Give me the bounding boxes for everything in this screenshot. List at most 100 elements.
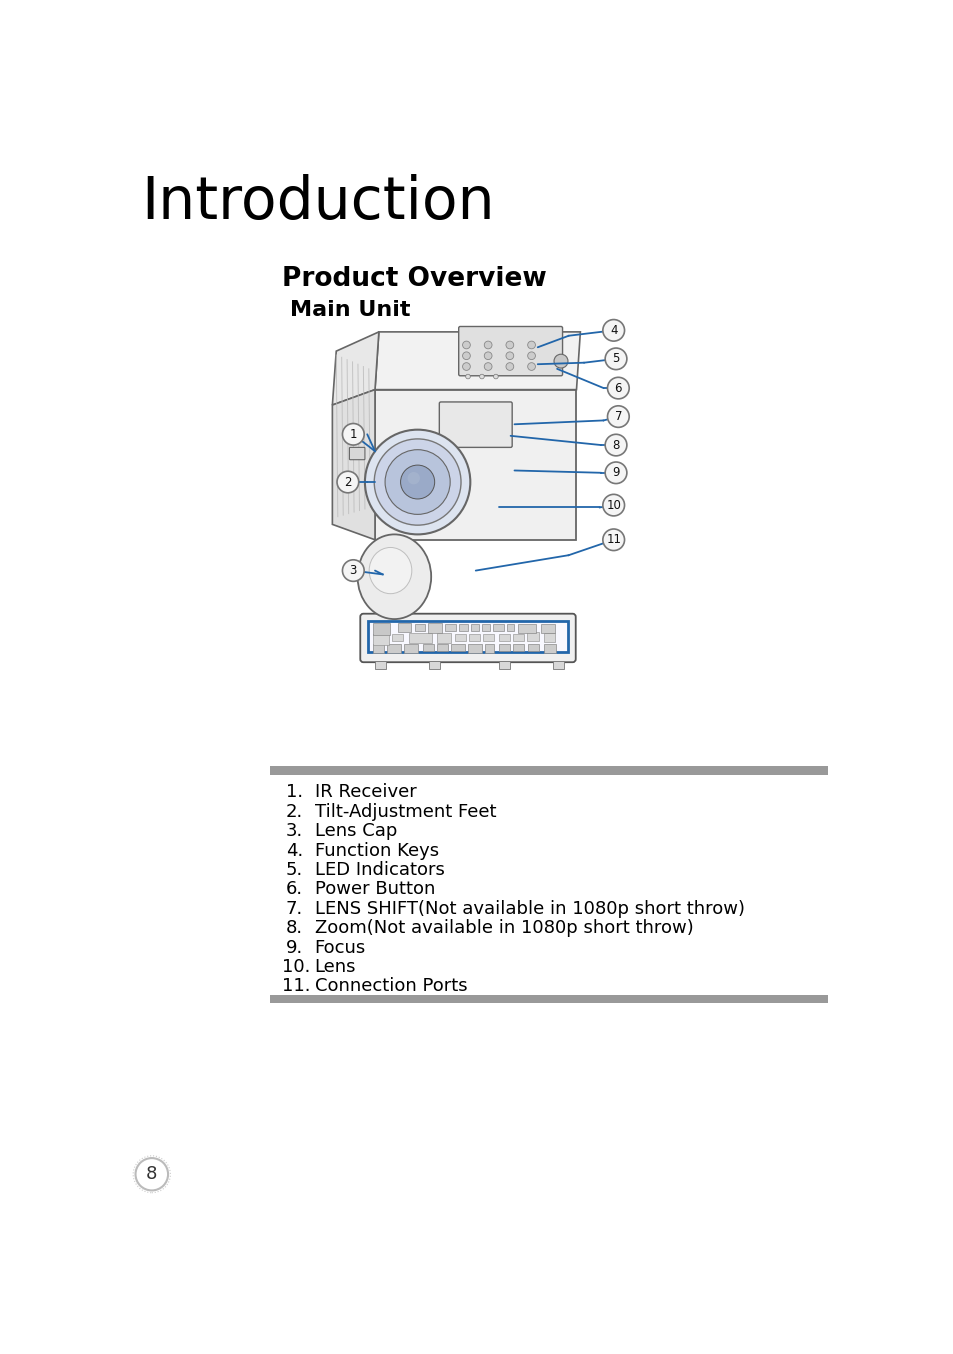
Circle shape	[602, 529, 624, 551]
Bar	[517, 624, 536, 632]
Circle shape	[385, 450, 450, 515]
Circle shape	[374, 439, 460, 525]
Bar	[409, 632, 432, 643]
Bar	[373, 623, 390, 635]
Circle shape	[400, 464, 435, 500]
Text: 7: 7	[614, 410, 621, 422]
Circle shape	[407, 473, 419, 485]
Bar	[543, 632, 555, 642]
Bar	[387, 643, 401, 653]
Text: LENS SHIFT(Not available in 1080p short throw): LENS SHIFT(Not available in 1080p short …	[314, 900, 743, 918]
Bar	[528, 643, 538, 651]
Bar	[270, 766, 827, 774]
Text: 10: 10	[605, 498, 620, 512]
Circle shape	[505, 363, 513, 371]
Text: 8.: 8.	[286, 919, 303, 937]
Polygon shape	[332, 390, 375, 540]
Text: Function Keys: Function Keys	[314, 842, 438, 860]
Bar	[543, 643, 556, 653]
Bar	[482, 634, 493, 642]
Bar	[513, 634, 523, 642]
Circle shape	[604, 348, 626, 370]
Bar	[392, 634, 402, 642]
Text: 7.: 7.	[286, 900, 303, 918]
Bar	[422, 643, 434, 651]
Text: 8: 8	[612, 439, 619, 452]
Circle shape	[607, 406, 629, 428]
Polygon shape	[332, 332, 378, 405]
Bar	[444, 624, 456, 631]
FancyBboxPatch shape	[349, 447, 365, 460]
Text: 9.: 9.	[286, 938, 303, 956]
FancyBboxPatch shape	[458, 326, 562, 376]
Text: 2.: 2.	[286, 803, 303, 821]
Text: 11: 11	[605, 533, 620, 546]
Bar	[397, 623, 410, 632]
Bar	[429, 662, 439, 669]
Circle shape	[135, 1158, 168, 1190]
FancyBboxPatch shape	[368, 621, 567, 653]
Circle shape	[554, 355, 567, 368]
Text: 3: 3	[349, 565, 356, 577]
Text: Power Button: Power Button	[314, 880, 435, 898]
Text: 3.: 3.	[286, 822, 303, 839]
FancyBboxPatch shape	[439, 402, 512, 447]
Circle shape	[527, 363, 535, 371]
Circle shape	[607, 378, 629, 399]
Text: 4: 4	[609, 324, 617, 337]
Bar	[506, 624, 514, 631]
Bar	[498, 643, 509, 651]
Polygon shape	[375, 332, 579, 390]
Bar	[498, 634, 509, 642]
Text: 10.: 10.	[282, 959, 310, 976]
Circle shape	[484, 352, 492, 360]
Text: 9: 9	[612, 466, 619, 479]
Bar	[436, 643, 447, 651]
Text: IR Receiver: IR Receiver	[314, 784, 416, 802]
Text: Zoom(Not available in 1080p short throw): Zoom(Not available in 1080p short throw)	[314, 919, 693, 937]
Bar	[427, 623, 441, 632]
Text: Product Overview: Product Overview	[282, 267, 546, 292]
Circle shape	[484, 363, 492, 371]
Circle shape	[342, 424, 364, 445]
Circle shape	[527, 352, 535, 360]
Text: 6.: 6.	[286, 880, 303, 898]
Bar	[526, 632, 538, 642]
Bar	[468, 634, 479, 642]
Bar	[481, 624, 489, 631]
Text: Lens: Lens	[314, 959, 355, 976]
Bar	[436, 632, 451, 643]
Circle shape	[484, 341, 492, 349]
Text: Main Unit: Main Unit	[290, 299, 410, 320]
Circle shape	[336, 471, 358, 493]
Text: 1: 1	[349, 428, 356, 441]
Polygon shape	[375, 390, 576, 540]
Text: 11.: 11.	[282, 978, 310, 995]
Circle shape	[462, 341, 470, 349]
Text: LED Indicators: LED Indicators	[314, 861, 444, 879]
Text: 2: 2	[344, 475, 352, 489]
Text: Tilt-Adjustment Feet: Tilt-Adjustment Feet	[314, 803, 496, 821]
Circle shape	[465, 374, 470, 379]
Bar	[458, 624, 468, 631]
Text: Focus: Focus	[314, 938, 365, 956]
Circle shape	[604, 462, 626, 483]
Text: Introduction: Introduction	[141, 175, 494, 232]
Circle shape	[604, 435, 626, 456]
Ellipse shape	[357, 535, 431, 619]
Bar	[415, 624, 424, 631]
Text: 6: 6	[614, 382, 621, 394]
Bar	[404, 643, 418, 653]
Circle shape	[505, 352, 513, 360]
Circle shape	[462, 363, 470, 371]
Bar	[455, 634, 465, 642]
Bar	[373, 643, 384, 653]
Text: 5.: 5.	[286, 861, 303, 879]
Text: 8: 8	[146, 1166, 157, 1183]
Bar	[471, 624, 478, 631]
Bar	[270, 995, 827, 1003]
Circle shape	[602, 320, 624, 341]
Ellipse shape	[369, 547, 412, 593]
Circle shape	[602, 494, 624, 516]
FancyBboxPatch shape	[360, 613, 575, 662]
